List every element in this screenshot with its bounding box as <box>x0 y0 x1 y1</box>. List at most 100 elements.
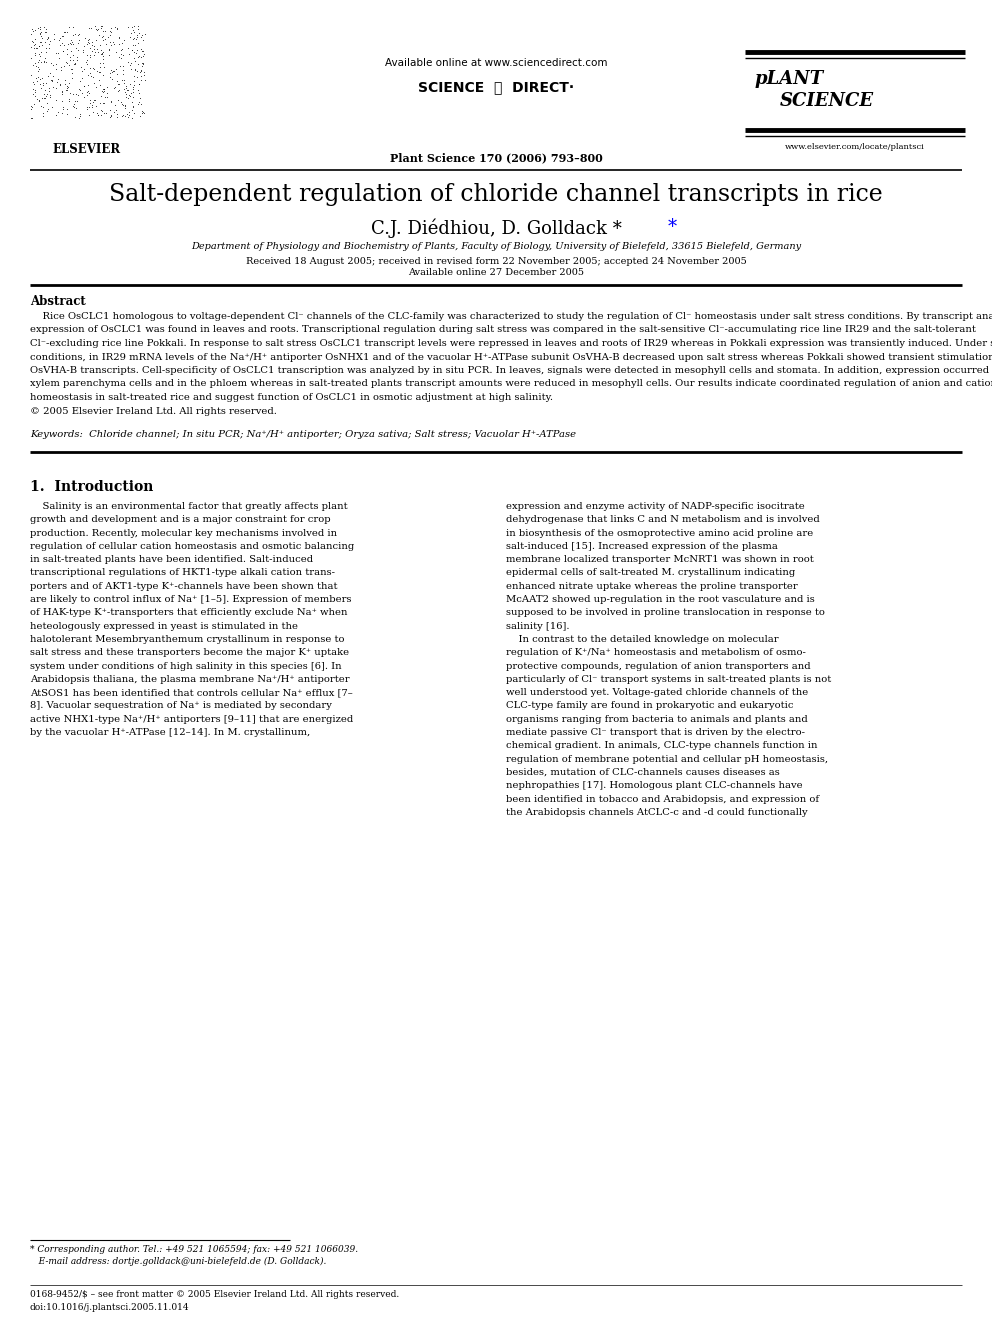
Point <box>115 60 131 81</box>
Point <box>136 65 152 86</box>
Point <box>31 90 47 111</box>
Point <box>115 64 131 85</box>
Point <box>48 105 63 126</box>
Text: conditions, in IR29 mRNA levels of the Na⁺/H⁺ antiporter OsNHX1 and of the vacuo: conditions, in IR29 mRNA levels of the N… <box>30 352 992 361</box>
Point <box>49 78 64 99</box>
Point <box>86 36 102 57</box>
Point <box>52 28 67 49</box>
Point <box>79 97 95 118</box>
Point <box>108 19 124 40</box>
Point <box>134 56 150 77</box>
Point <box>31 34 47 56</box>
Point <box>82 37 98 58</box>
Point <box>75 86 91 107</box>
Point <box>84 34 100 56</box>
Point <box>111 79 127 101</box>
Point <box>66 53 82 74</box>
Point <box>82 46 98 67</box>
Point <box>97 103 113 124</box>
Point <box>88 95 104 116</box>
Point <box>35 74 51 95</box>
Point <box>58 21 73 42</box>
Point <box>39 19 55 40</box>
Point <box>106 94 122 115</box>
Point <box>37 87 53 108</box>
Text: transcriptional regulations of HKT1-type alkali cation trans-: transcriptional regulations of HKT1-type… <box>30 569 335 578</box>
Point <box>113 42 129 64</box>
Point <box>34 41 50 62</box>
Point <box>45 65 61 86</box>
Point <box>131 82 147 103</box>
Point <box>45 77 61 98</box>
Point <box>114 32 130 53</box>
Point <box>61 71 76 93</box>
Point <box>95 78 111 99</box>
Point <box>24 30 40 52</box>
Point <box>59 98 74 119</box>
Point <box>60 52 75 73</box>
Point <box>84 41 100 62</box>
Point <box>80 33 96 54</box>
Point <box>90 19 106 40</box>
Point <box>55 81 70 102</box>
Point <box>26 73 42 94</box>
Point <box>123 22 139 44</box>
Point <box>99 82 115 103</box>
Point <box>38 32 54 53</box>
Text: regulation of K⁺/Na⁺ homeostasis and metabolism of osmo-: regulation of K⁺/Na⁺ homeostasis and met… <box>506 648 806 658</box>
Point <box>96 93 112 114</box>
Text: Cl⁻-excluding rice line Pokkali. In response to salt stress OsCLC1 transcript le: Cl⁻-excluding rice line Pokkali. In resp… <box>30 339 992 348</box>
Point <box>102 99 118 120</box>
Text: ELSEVIER: ELSEVIER <box>53 143 121 156</box>
Point <box>129 66 145 87</box>
Point <box>74 41 90 62</box>
Point <box>93 16 109 37</box>
Point <box>118 75 134 97</box>
Point <box>38 52 54 73</box>
Point <box>23 95 39 116</box>
Point <box>132 105 148 126</box>
Text: enhanced nitrate uptake whereas the proline transporter: enhanced nitrate uptake whereas the prol… <box>506 582 798 591</box>
Point <box>67 37 83 58</box>
Point <box>123 58 139 79</box>
Point <box>80 29 96 50</box>
Point <box>82 93 98 114</box>
Point <box>129 60 145 81</box>
Text: Available online 27 December 2005: Available online 27 December 2005 <box>408 269 584 277</box>
Point <box>37 48 53 69</box>
Text: McAAT2 showed up-regulation in the root vasculature and is: McAAT2 showed up-regulation in the root … <box>506 595 814 605</box>
Point <box>117 81 133 102</box>
Point <box>133 46 149 67</box>
Point <box>125 16 141 37</box>
Point <box>62 54 77 75</box>
Point <box>133 65 149 86</box>
Point <box>70 85 86 106</box>
Text: chemical gradient. In animals, CLC-type channels function in: chemical gradient. In animals, CLC-type … <box>506 741 817 750</box>
Point <box>42 37 58 58</box>
Point <box>136 102 152 123</box>
Point <box>122 74 138 95</box>
Point <box>109 17 125 38</box>
Text: 1.  Introduction: 1. Introduction <box>30 480 154 493</box>
Point <box>110 73 126 94</box>
Point <box>93 16 109 37</box>
Text: mediate passive Cl⁻ transport that is driven by the electro-: mediate passive Cl⁻ transport that is dr… <box>506 728 805 737</box>
Point <box>65 25 81 46</box>
Point <box>127 58 143 79</box>
Point <box>40 98 56 119</box>
Point <box>59 44 74 65</box>
Point <box>89 20 105 41</box>
Text: halotolerant Mesembryanthemum crystallinum in response to: halotolerant Mesembryanthemum crystallin… <box>30 635 344 644</box>
Point <box>129 40 145 61</box>
Point <box>121 87 137 108</box>
Point <box>127 60 143 81</box>
Point <box>115 56 131 77</box>
Point <box>39 41 55 62</box>
Point <box>126 48 142 69</box>
Point <box>117 94 133 115</box>
Point <box>25 78 41 99</box>
Point <box>37 22 53 44</box>
Point <box>92 61 108 82</box>
Point <box>24 48 40 69</box>
Point <box>38 37 54 58</box>
